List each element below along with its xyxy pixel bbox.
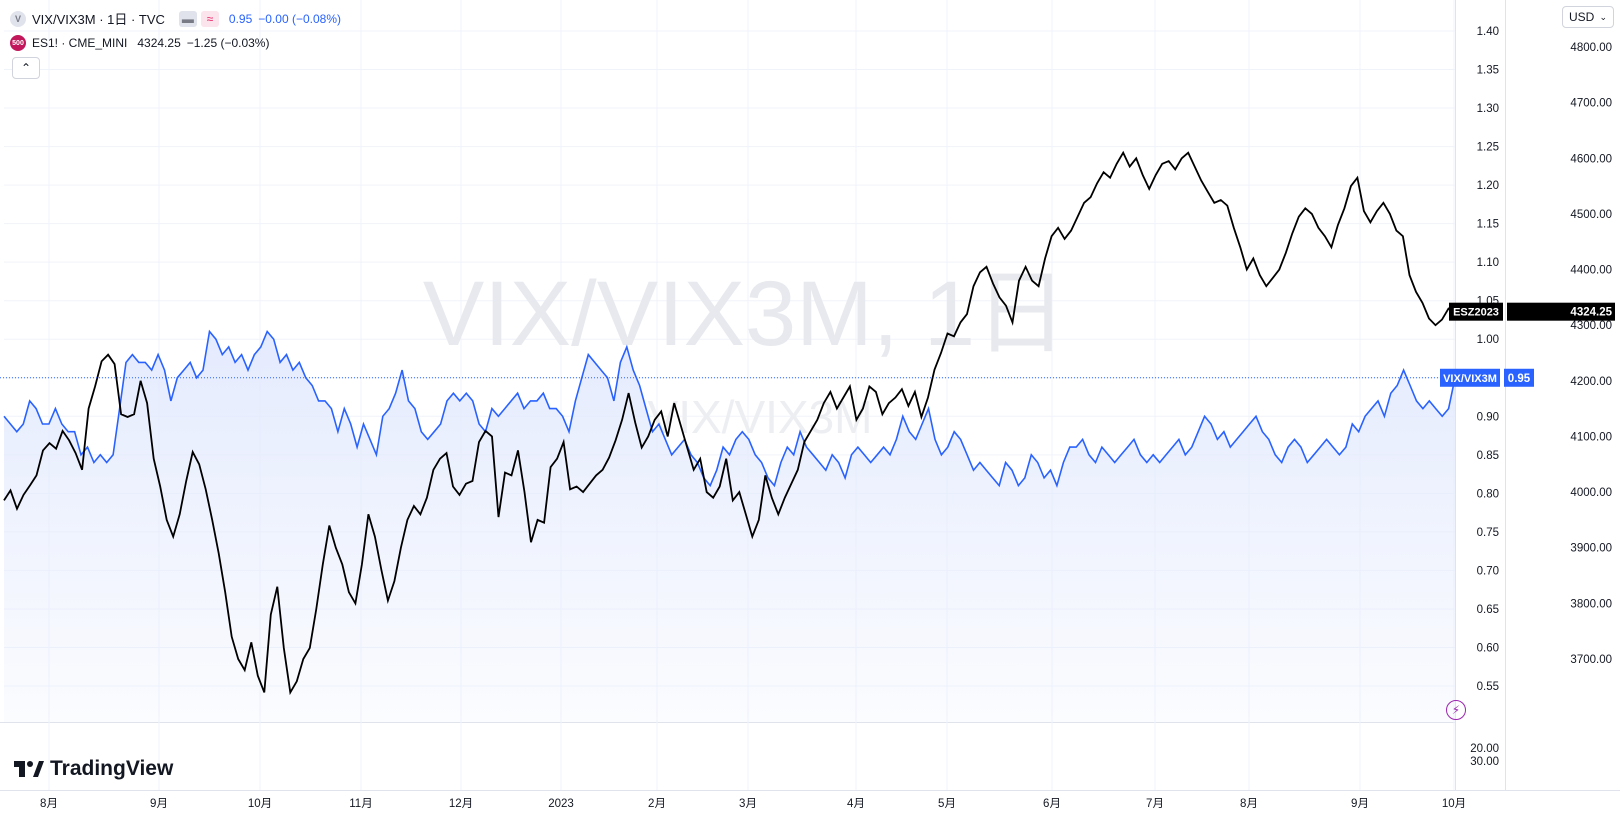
time-tick-label: 9月 bbox=[1351, 798, 1369, 810]
compare-symbol-title[interactable]: ES1! · CME_MINI bbox=[32, 36, 128, 50]
currency-select[interactable]: USD ⌄ bbox=[1562, 6, 1614, 28]
ratio-tick-label: 0.75 bbox=[1477, 527, 1499, 539]
es-name-badge bbox=[1449, 302, 1503, 321]
price-tick-label: 4500.00 bbox=[1570, 209, 1612, 221]
time-tick-label: 3月 bbox=[739, 798, 757, 810]
toggle-visibility-button[interactable]: ▬ bbox=[178, 10, 197, 27]
time-tick-label: 10月 bbox=[1442, 798, 1466, 810]
time-tick-label: 6月 bbox=[1043, 798, 1061, 810]
main-change-value: −0.00 (−0.08%) bbox=[258, 11, 342, 26]
es-logo-icon: 500 bbox=[10, 35, 26, 51]
price-tick-label: 4300.00 bbox=[1570, 320, 1612, 332]
ratio-tick-label: 0.55 bbox=[1477, 681, 1499, 693]
axis-separator bbox=[1505, 0, 1506, 790]
compare-last-value: 4324.25 bbox=[137, 36, 181, 50]
ratio-tick-label: 0.70 bbox=[1477, 565, 1499, 577]
price-tick-label: 4700.00 bbox=[1570, 98, 1612, 110]
main-last-value: 0.95 bbox=[228, 11, 253, 26]
ratio-tick-label: 0.85 bbox=[1477, 450, 1499, 462]
price-tick-label: 4400.00 bbox=[1570, 265, 1612, 277]
tradingview-logo-icon bbox=[14, 761, 44, 777]
lower-pane-tick-label: 20.00 bbox=[1470, 743, 1499, 755]
ratio-tick-label: 0.65 bbox=[1477, 604, 1499, 616]
es-name-label: ESZ2023 bbox=[1453, 307, 1499, 319]
ratio-tick-label: 1.15 bbox=[1477, 219, 1499, 231]
ratio-tick-label: 1.35 bbox=[1477, 65, 1499, 77]
compare-change-value: −1.25 (−0.03%) bbox=[186, 36, 270, 50]
lower-pane-tick-label: 30.00 bbox=[1470, 756, 1499, 768]
watermark-title: VIX/VIX3M, 1日 bbox=[423, 263, 1067, 365]
lightning-icon[interactable]: ⚡ bbox=[1446, 700, 1466, 720]
time-tick-label: 12月 bbox=[449, 798, 473, 810]
time-tick-label: 11月 bbox=[349, 798, 372, 810]
pane-separator bbox=[0, 722, 1455, 723]
ratio-tick-label: 0.90 bbox=[1477, 411, 1499, 423]
es-value-badge bbox=[1507, 302, 1615, 321]
price-tick-label: 4600.00 bbox=[1570, 153, 1612, 165]
axis-separator bbox=[1455, 0, 1456, 790]
ratio-tick-label: 1.30 bbox=[1477, 103, 1499, 115]
tradingview-logo[interactable]: TradingView bbox=[14, 757, 173, 781]
time-tick-label: 2月 bbox=[648, 798, 666, 810]
ratio-tick-label: 1.10 bbox=[1477, 257, 1499, 269]
symbol-logo-icon: V bbox=[10, 10, 26, 27]
ratio-tick-label: 1.20 bbox=[1477, 180, 1499, 192]
price-tick-label: 4800.00 bbox=[1570, 42, 1612, 54]
price-tick-label: 3800.00 bbox=[1570, 598, 1612, 610]
collapse-legend-button[interactable]: ⌃ bbox=[12, 57, 40, 79]
chevron-up-icon: ⌃ bbox=[20, 61, 32, 75]
ratio-tick-label: 0.80 bbox=[1477, 488, 1499, 500]
time-tick-label: 8月 bbox=[40, 798, 58, 810]
price-tick-label: 3700.00 bbox=[1570, 654, 1612, 666]
vix-value-label: 0.95 bbox=[1508, 373, 1531, 385]
compare-mode-button[interactable]: ≈ bbox=[200, 10, 219, 27]
vix-area bbox=[4, 331, 1455, 722]
time-tick-label: 10月 bbox=[248, 798, 272, 810]
ratio-tick-label: 1.00 bbox=[1477, 334, 1499, 346]
time-tick-label: 4月 bbox=[847, 798, 865, 810]
vix-value-badge bbox=[1504, 368, 1534, 387]
time-tick-label: 7月 bbox=[1146, 798, 1164, 810]
currency-label: USD bbox=[1569, 10, 1595, 24]
es-value-label: 4324.25 bbox=[1570, 307, 1612, 319]
brand-name: TradingView bbox=[50, 757, 174, 780]
ratio-tick-label: 1.25 bbox=[1477, 142, 1499, 154]
ratio-tick-label: 0.60 bbox=[1477, 642, 1499, 654]
price-tick-label: 4000.00 bbox=[1570, 487, 1612, 499]
time-tick-label: 9月 bbox=[150, 798, 168, 810]
ratio-tick-label: 1.40 bbox=[1477, 26, 1499, 38]
main-series-legend[interactable]: V VIX/VIX3M · 1日 · TVC ▬ ≈ 0.95 −0.00 (−… bbox=[10, 9, 341, 28]
time-tick-label: 5月 bbox=[938, 798, 956, 810]
main-symbol-title[interactable]: VIX/VIX3M · 1日 · TVC bbox=[32, 12, 165, 27]
price-tick-label: 3900.00 bbox=[1570, 543, 1612, 555]
es-series-line bbox=[3, 150, 1456, 696]
time-tick-label: 2023 bbox=[548, 798, 574, 810]
watermark-subtitle: VIX/VIX3M bbox=[648, 391, 873, 443]
chevron-down-icon: ⌄ bbox=[1599, 11, 1607, 22]
price-tick-label: 4200.00 bbox=[1570, 376, 1612, 388]
vix-name-badge bbox=[1440, 368, 1500, 387]
price-tick-label: 4100.00 bbox=[1570, 431, 1612, 443]
vix-name-label: VIX/VIX3M bbox=[1443, 373, 1497, 385]
vix-series-line bbox=[3, 329, 1456, 489]
time-axis-border bbox=[0, 790, 1620, 791]
time-tick-label: 8月 bbox=[1240, 798, 1258, 810]
compare-series-legend[interactable]: 500 ES1! · CME_MINI 4324.25 −1.25 (−0.03… bbox=[10, 35, 269, 51]
